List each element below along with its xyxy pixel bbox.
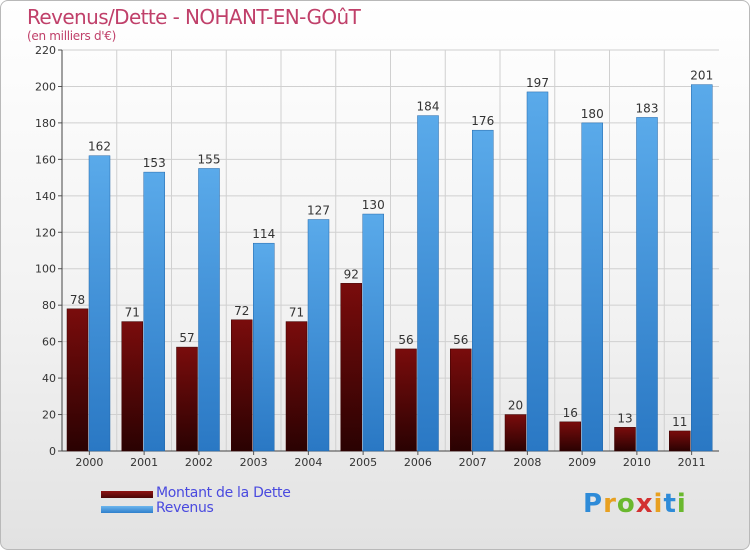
data-label: 153 bbox=[143, 156, 166, 170]
bar-revenus bbox=[691, 84, 713, 452]
bar-revenus bbox=[143, 171, 165, 452]
labels: 0204060801001201401601802002202000781622… bbox=[35, 44, 713, 469]
legend-swatch-dette bbox=[101, 491, 153, 498]
data-label: 180 bbox=[581, 107, 604, 121]
x-tick-label: 2005 bbox=[349, 456, 377, 469]
y-tick-label: 160 bbox=[35, 153, 56, 166]
x-tick-label: 2006 bbox=[404, 456, 432, 469]
x-tick-label: 2002 bbox=[185, 456, 213, 469]
proxiti-logo: Proxiti bbox=[583, 489, 687, 519]
y-tick-label: 100 bbox=[35, 263, 56, 276]
data-label: 56 bbox=[453, 333, 468, 347]
data-label: 92 bbox=[344, 267, 359, 281]
bar-dette bbox=[614, 427, 636, 452]
x-tick-label: 2001 bbox=[130, 456, 158, 469]
bar-dette bbox=[176, 346, 198, 452]
bar-dette bbox=[231, 319, 253, 452]
bar-dette bbox=[504, 414, 527, 452]
data-label: 56 bbox=[398, 333, 413, 347]
data-label: 13 bbox=[617, 411, 632, 425]
x-tick-label: 2010 bbox=[623, 456, 651, 469]
y-tick-label: 220 bbox=[35, 44, 56, 57]
data-label: 197 bbox=[526, 76, 549, 90]
bar-dette bbox=[559, 421, 581, 452]
data-label: 127 bbox=[307, 204, 330, 218]
bar-dette bbox=[121, 321, 143, 452]
bar-revenus bbox=[581, 122, 603, 452]
bar-dette bbox=[66, 308, 89, 452]
x-tick-label: 2009 bbox=[568, 456, 596, 469]
bar-dette bbox=[285, 321, 308, 452]
bar-revenus bbox=[198, 168, 220, 452]
data-label: 72 bbox=[234, 304, 249, 318]
x-tick-label: 2008 bbox=[513, 456, 541, 469]
y-tick-label: 60 bbox=[42, 336, 56, 349]
bar-revenus bbox=[362, 213, 384, 452]
data-label: 11 bbox=[672, 415, 687, 429]
data-label: 155 bbox=[198, 152, 221, 166]
data-label: 176 bbox=[471, 114, 494, 128]
x-tick-label: 2000 bbox=[75, 456, 103, 469]
bar-dette bbox=[450, 348, 472, 452]
y-tick-label: 180 bbox=[35, 117, 56, 130]
y-tick-label: 120 bbox=[35, 226, 56, 239]
data-label: 71 bbox=[289, 306, 304, 320]
bar-revenus bbox=[417, 115, 439, 452]
bar-revenus bbox=[88, 155, 111, 452]
y-tick-label: 140 bbox=[35, 190, 56, 203]
bar-revenus bbox=[526, 91, 549, 452]
logo-letter: o bbox=[616, 489, 636, 519]
data-label: 114 bbox=[252, 227, 275, 241]
data-label: 130 bbox=[362, 198, 385, 212]
chart-subtitle: (en milliers d'€) bbox=[27, 29, 117, 43]
data-label: 162 bbox=[88, 140, 111, 154]
x-tick-label: 2007 bbox=[459, 456, 487, 469]
bars bbox=[66, 84, 713, 452]
x-tick-label: 2011 bbox=[678, 456, 706, 469]
x-tick-label: 2003 bbox=[240, 456, 268, 469]
legend-swatch-revenus bbox=[101, 506, 153, 513]
axes bbox=[58, 49, 719, 455]
bar-revenus bbox=[472, 129, 494, 452]
data-label: 57 bbox=[179, 331, 194, 345]
bar-revenus bbox=[636, 117, 658, 452]
data-label: 78 bbox=[70, 293, 85, 307]
y-tick-label: 40 bbox=[42, 372, 56, 385]
y-tick-label: 200 bbox=[35, 80, 56, 93]
data-label: 16 bbox=[563, 406, 578, 420]
data-label: 201 bbox=[690, 69, 713, 83]
bar-dette bbox=[395, 348, 417, 452]
logo-letter: r bbox=[603, 489, 617, 519]
data-label: 184 bbox=[417, 100, 440, 114]
logo-letter: P bbox=[583, 489, 604, 519]
logo-letter: x bbox=[635, 489, 654, 519]
bar-dette bbox=[340, 283, 362, 452]
x-tick-label: 2004 bbox=[294, 456, 322, 469]
y-tick-label: 0 bbox=[49, 445, 56, 458]
bar-revenus bbox=[253, 242, 275, 452]
grid-lines bbox=[62, 49, 719, 451]
chart-title: Revenus/Dette - NOHANT-EN-GOûT bbox=[27, 5, 361, 29]
legend-label-dette: Montant de la Dette bbox=[156, 485, 291, 501]
data-label: 20 bbox=[508, 399, 523, 413]
logo-letter: i bbox=[653, 489, 664, 519]
logo-letter: i bbox=[676, 489, 687, 519]
data-label: 183 bbox=[636, 101, 659, 115]
data-label: 71 bbox=[125, 306, 140, 320]
legend-label-revenus: Revenus bbox=[156, 500, 214, 516]
y-tick-label: 80 bbox=[42, 299, 56, 312]
logo-letter: t bbox=[663, 489, 677, 519]
bar-revenus bbox=[307, 219, 330, 452]
bar-dette bbox=[669, 430, 691, 452]
y-tick-label: 20 bbox=[42, 409, 56, 422]
